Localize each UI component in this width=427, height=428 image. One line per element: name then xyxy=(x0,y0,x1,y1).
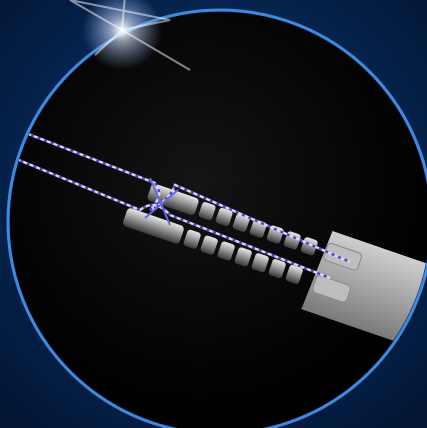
lens-rim xyxy=(6,8,427,428)
port xyxy=(312,275,351,303)
thread-lower-stripe xyxy=(13,156,331,280)
thread-upper-stripe xyxy=(17,128,351,264)
bead xyxy=(251,253,269,273)
bead xyxy=(215,207,233,227)
rod-lower-sleeve xyxy=(123,208,184,244)
bead xyxy=(198,202,216,221)
bead xyxy=(232,213,250,232)
bead xyxy=(234,247,252,267)
bead xyxy=(200,235,218,255)
bead xyxy=(268,259,286,279)
bead xyxy=(285,264,303,284)
bead xyxy=(183,229,201,249)
glare-rays xyxy=(69,0,191,71)
knot xyxy=(144,177,179,226)
scene xyxy=(13,128,427,345)
rod-upper-sleeve xyxy=(147,183,199,215)
bead xyxy=(217,241,235,261)
